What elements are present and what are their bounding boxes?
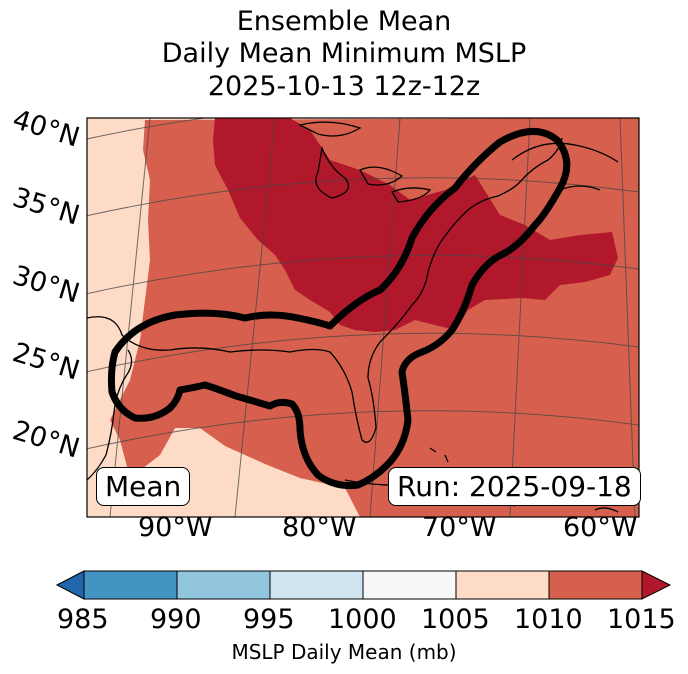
colorbar-tick-1015: 1015 xyxy=(607,604,676,635)
graticule-lat-40 xyxy=(87,118,208,140)
lon-label-90w: 90°W xyxy=(138,512,213,543)
coastline-gulf xyxy=(87,137,563,443)
title-line-3: 2025-10-13 12z-12z xyxy=(207,71,481,102)
colorbar xyxy=(55,570,672,600)
field-above-1015 xyxy=(213,118,618,332)
colorbar-tick-1005: 1005 xyxy=(421,604,490,635)
colorbar-bin-1005-1010 xyxy=(455,570,550,600)
lon-label-60w: 60°W xyxy=(563,512,638,543)
graticule-lon-90 xyxy=(109,118,151,517)
colorbar-tick-1010: 1010 xyxy=(514,604,583,635)
colorbar-bin-1000-1005 xyxy=(362,570,457,600)
colorbar-tick-990: 990 xyxy=(150,604,202,635)
graticule-lon-60 xyxy=(509,118,531,517)
coastline-great-lakes xyxy=(298,121,432,203)
colorbar-label: MSLP Daily Mean (mb) xyxy=(231,640,457,664)
graticule-lon-55 xyxy=(619,118,636,517)
run-date-box: Run: 2025-09-18 xyxy=(388,467,641,506)
mean-label-box: Mean xyxy=(96,467,191,506)
colorbar-extend-high xyxy=(641,570,672,600)
colorbar-tick-995: 995 xyxy=(243,604,295,635)
colorbar-extend-low xyxy=(55,570,85,600)
graticule-lat-25 xyxy=(87,332,639,373)
colorbar-tick-1000: 1000 xyxy=(328,604,397,635)
colorbar-bin-995-1000 xyxy=(269,570,364,600)
lon-label-70w: 70°W xyxy=(422,512,497,543)
title-line-1: Ensemble Mean xyxy=(236,6,452,37)
graticule-lat-20 xyxy=(87,410,639,450)
ensemble-contour-outline xyxy=(107,128,571,489)
colorbar-bin-985-990 xyxy=(83,570,178,600)
title-line-2: Daily Mean Minimum MSLP xyxy=(161,38,527,69)
map-frame xyxy=(86,117,640,518)
coastline-mexico xyxy=(87,349,133,481)
colorbar-bin-990-995 xyxy=(176,570,271,600)
graticule-lat-30 xyxy=(87,254,639,295)
graticule-lon-70 xyxy=(369,118,401,517)
colorbar-tick-985: 985 xyxy=(57,604,109,635)
colorbar-bin-1010-1015 xyxy=(548,570,643,600)
lon-label-80w: 80°W xyxy=(282,512,357,543)
graticule-lat-35 xyxy=(87,177,639,217)
